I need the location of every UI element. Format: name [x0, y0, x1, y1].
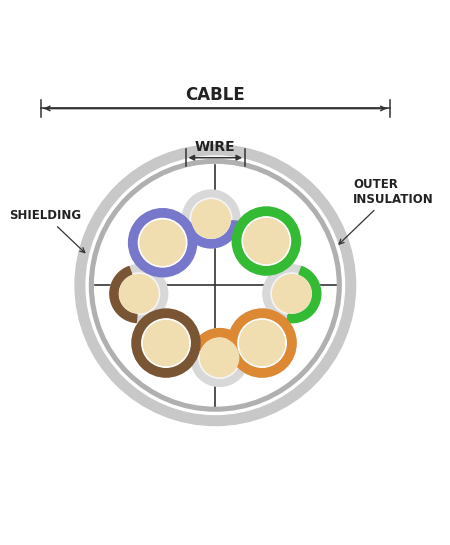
Circle shape: [110, 265, 168, 323]
Polygon shape: [193, 329, 248, 354]
Circle shape: [242, 217, 291, 265]
Circle shape: [120, 275, 158, 313]
Circle shape: [75, 145, 356, 426]
Circle shape: [263, 265, 321, 323]
Circle shape: [129, 209, 197, 277]
Circle shape: [144, 320, 189, 366]
Circle shape: [129, 209, 197, 277]
Circle shape: [232, 207, 300, 275]
Circle shape: [200, 338, 238, 377]
Circle shape: [132, 309, 200, 377]
Circle shape: [199, 337, 240, 378]
Circle shape: [232, 207, 300, 275]
Circle shape: [238, 319, 286, 367]
Text: SHIELDING: SHIELDING: [9, 209, 85, 253]
Circle shape: [139, 219, 187, 267]
Circle shape: [94, 165, 336, 406]
Circle shape: [140, 220, 185, 265]
Circle shape: [190, 198, 232, 240]
Circle shape: [182, 190, 240, 248]
Circle shape: [142, 319, 190, 367]
Text: OUTER
INSULATION: OUTER INSULATION: [339, 178, 434, 244]
Circle shape: [244, 219, 289, 264]
Polygon shape: [287, 267, 321, 323]
Text: WIRE: WIRE: [195, 140, 236, 154]
Text: CABLE: CABLE: [185, 86, 245, 104]
Circle shape: [191, 329, 248, 386]
Circle shape: [192, 200, 230, 238]
Circle shape: [271, 273, 313, 314]
Circle shape: [228, 309, 296, 377]
Circle shape: [132, 309, 200, 377]
Circle shape: [90, 160, 341, 411]
Circle shape: [118, 273, 160, 314]
Circle shape: [139, 219, 187, 267]
Polygon shape: [110, 267, 137, 323]
Circle shape: [86, 156, 345, 415]
Circle shape: [238, 319, 286, 367]
Circle shape: [242, 217, 291, 265]
Circle shape: [239, 320, 284, 366]
Circle shape: [273, 275, 311, 313]
Polygon shape: [183, 221, 240, 248]
Circle shape: [228, 309, 296, 377]
Circle shape: [142, 319, 190, 367]
